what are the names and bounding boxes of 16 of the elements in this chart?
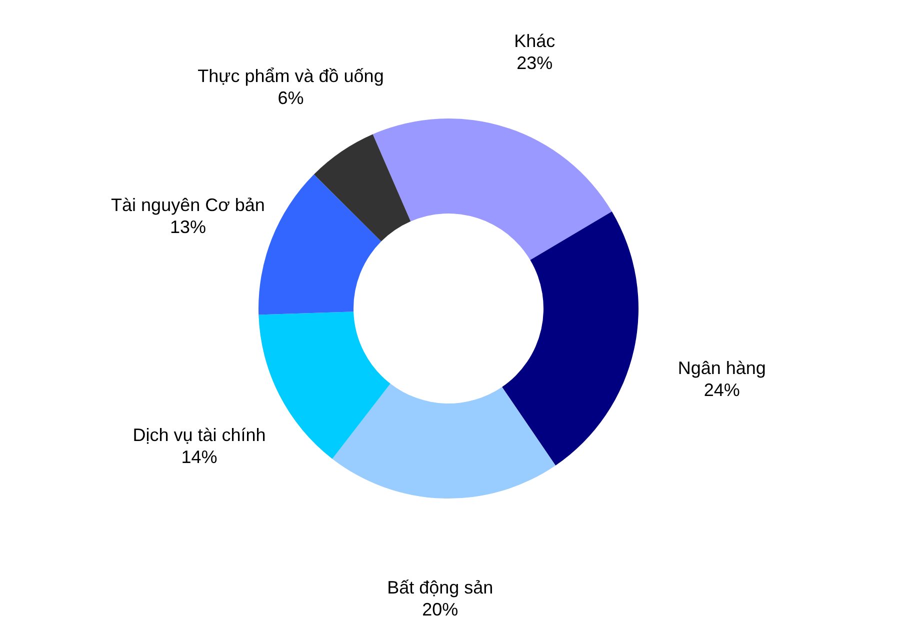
slice-label: Bất động sản xyxy=(387,577,494,598)
slice-label: Khác xyxy=(514,31,556,52)
donut-slice xyxy=(372,118,612,260)
slice-label: Thực phẩm và đồ uống xyxy=(198,66,384,86)
data-label: 14% xyxy=(181,447,218,468)
donut-slice xyxy=(502,212,638,466)
data-label: 6% xyxy=(278,88,304,108)
donut-slice xyxy=(332,384,556,498)
data-label: 24% xyxy=(704,380,740,400)
donut-slice xyxy=(314,134,411,242)
slice-label: Tài nguyên Cơ bản xyxy=(111,194,265,215)
slice-label: Dịch vụ tài chính xyxy=(132,425,266,446)
data-label: 13% xyxy=(170,216,206,237)
data-label: 23% xyxy=(516,53,553,74)
data-label: 20% xyxy=(422,599,458,617)
slice-label: Ngân hàng xyxy=(678,358,766,378)
